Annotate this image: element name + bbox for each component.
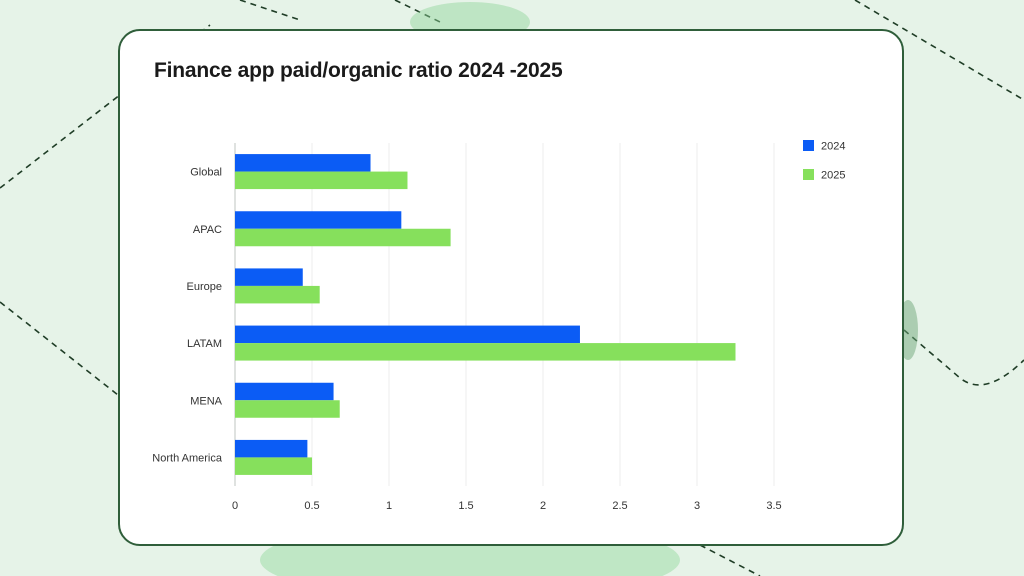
chart-card: Finance app paid/organic ratio 2024 -202… bbox=[118, 29, 904, 546]
bar-2024-mena bbox=[235, 382, 334, 401]
x-tick-label: 3 bbox=[694, 500, 700, 512]
chart-title: Finance app paid/organic ratio 2024 -202… bbox=[154, 59, 563, 82]
category-label: North America bbox=[152, 452, 223, 464]
x-tick-label: 1.5 bbox=[458, 500, 473, 512]
bar-2024-apac bbox=[235, 211, 402, 229]
x-axis-ticks: 0 0.5 1 1.5 2 2.5 3 3.5 bbox=[232, 500, 782, 512]
bar-2025-mena bbox=[235, 400, 340, 418]
bar-2025-north-america bbox=[235, 457, 312, 475]
legend-label-2025: 2025 bbox=[821, 170, 845, 182]
x-tick-label: 0.5 bbox=[304, 500, 319, 512]
legend-swatch-2025 bbox=[803, 169, 814, 180]
legend-label-2024: 2024 bbox=[821, 141, 845, 153]
bar-2024-global bbox=[235, 154, 371, 172]
legend: 2024 2025 bbox=[803, 140, 845, 182]
bar-2025-global bbox=[235, 171, 408, 190]
bar-chart: 0 0.5 1 1.5 2 2.5 3 3.5 Global APAC Europe LATAM ME… bbox=[152, 140, 845, 512]
x-tick-label: 2.5 bbox=[612, 500, 627, 512]
bar-2024-europe bbox=[235, 268, 303, 286]
legend-swatch-2024 bbox=[803, 140, 814, 151]
category-label: Europe bbox=[187, 281, 222, 293]
x-tick-label: 1 bbox=[386, 500, 392, 512]
bar-2025-latam bbox=[235, 343, 736, 361]
category-labels: Global APAC Europe LATAM MENA North America bbox=[152, 167, 223, 465]
category-label: LATAM bbox=[187, 338, 222, 350]
bar-2024-north-america bbox=[235, 439, 308, 458]
category-label: Global bbox=[190, 167, 222, 179]
x-tick-label: 3.5 bbox=[766, 500, 781, 512]
grid-lines bbox=[234, 143, 775, 486]
x-tick-label: 0 bbox=[232, 500, 238, 512]
bar-2025-europe bbox=[235, 285, 320, 304]
category-label: MENA bbox=[190, 395, 222, 407]
category-label: APAC bbox=[193, 224, 222, 236]
x-tick-label: 2 bbox=[540, 500, 546, 512]
bar-2024-latam bbox=[235, 325, 580, 344]
bars bbox=[235, 154, 736, 475]
bar-2025-apac bbox=[235, 228, 451, 247]
